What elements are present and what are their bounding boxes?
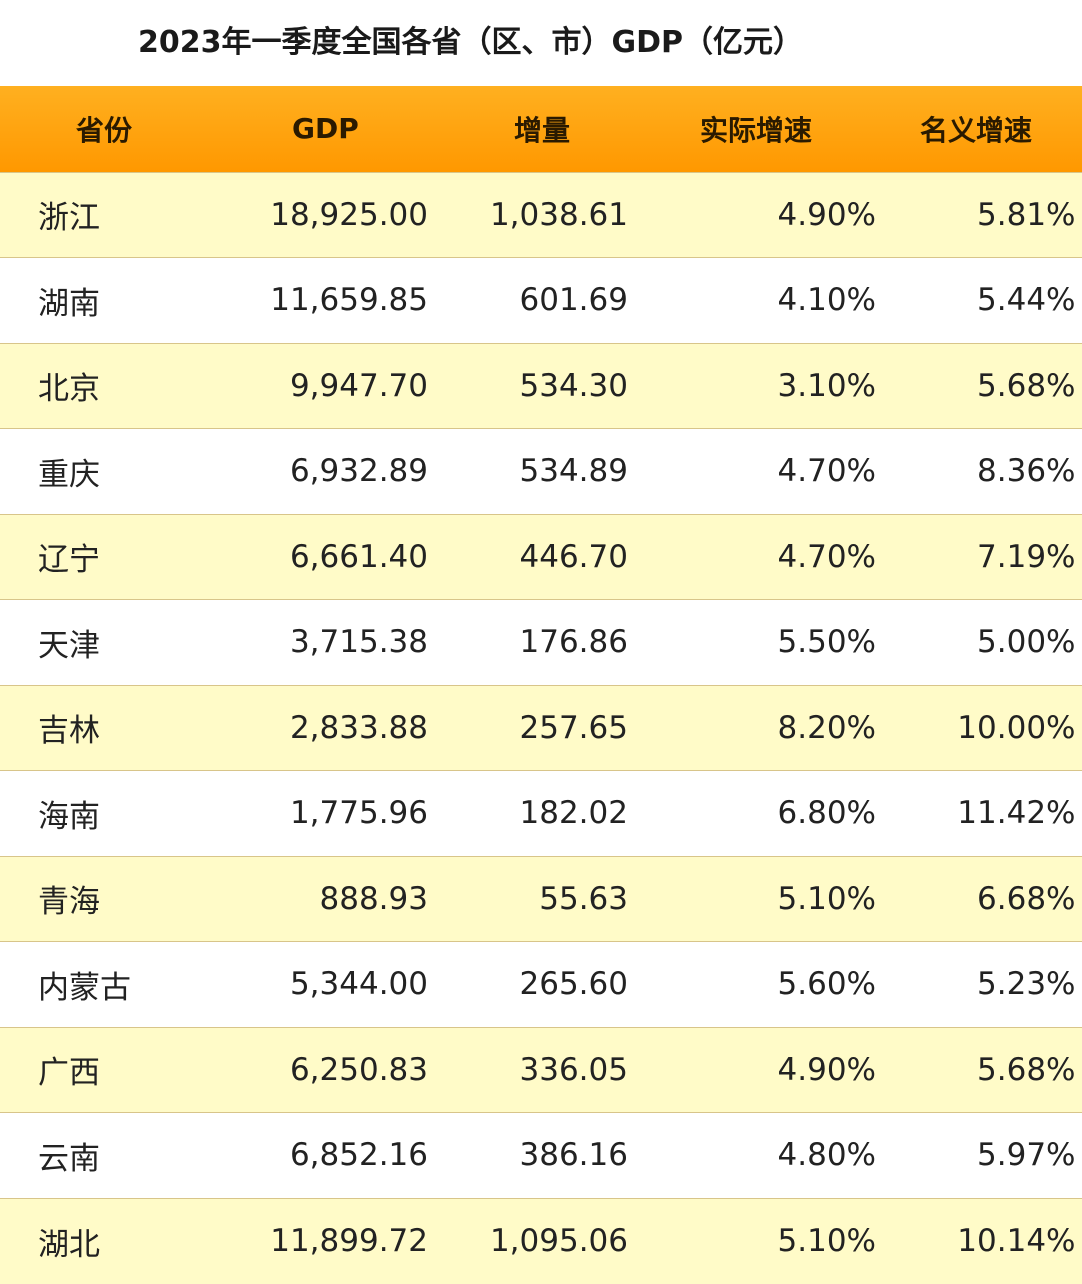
table-row: 辽宁 6,661.40 446.70 4.70% 7.19% [0, 513, 1082, 600]
cell-province: 天津 [0, 599, 200, 685]
cell-gdp: 11,899.72 [200, 1197, 432, 1284]
cell-increase: 1,038.61 [432, 171, 632, 258]
cell-nominal-growth: 10.14% [880, 1197, 1082, 1284]
cell-increase: 182.02 [432, 770, 632, 856]
table-row: 内蒙古 5,344.00 265.60 5.60% 5.23% [0, 941, 1082, 1027]
cell-province: 辽宁 [0, 513, 200, 600]
cell-nominal-growth: 11.42% [880, 770, 1082, 856]
cell-province: 海南 [0, 770, 200, 856]
cell-province: 云南 [0, 1112, 200, 1198]
cell-nominal-growth: 6.68% [880, 855, 1082, 942]
cell-real-growth: 8.20% [632, 684, 880, 771]
cell-increase: 534.89 [432, 428, 632, 514]
table-row: 湖北 11,899.72 1,095.06 5.10% 10.14% [0, 1197, 1082, 1284]
header-real-growth: 实际增速 [700, 113, 813, 147]
cell-province: 吉林 [0, 684, 200, 771]
table-row: 重庆 6,932.89 534.89 4.70% 8.36% [0, 428, 1082, 514]
cell-real-growth: 4.90% [632, 1026, 880, 1113]
cell-province: 内蒙古 [0, 941, 200, 1027]
cell-province: 浙江 [0, 171, 200, 258]
table-row: 浙江 18,925.00 1,038.61 4.90% 5.81% [0, 171, 1082, 258]
cell-gdp: 9,947.70 [200, 342, 432, 429]
cell-gdp: 2,833.88 [200, 684, 432, 771]
cell-real-growth: 5.50% [632, 599, 880, 685]
cell-province: 湖北 [0, 1197, 200, 1284]
cell-increase: 336.05 [432, 1026, 632, 1113]
cell-real-growth: 6.80% [632, 770, 880, 856]
cell-gdp: 18,925.00 [200, 171, 432, 258]
cell-nominal-growth: 8.36% [880, 428, 1082, 514]
cell-real-growth: 4.90% [632, 171, 880, 258]
cell-real-growth: 3.10% [632, 342, 880, 429]
cell-gdp: 888.93 [200, 855, 432, 942]
cell-real-growth: 5.10% [632, 855, 880, 942]
cell-increase: 55.63 [432, 855, 632, 942]
header-nominal-growth: 名义增速 [920, 113, 1033, 147]
cell-nominal-growth: 10.00% [880, 684, 1082, 771]
cell-gdp: 11,659.85 [200, 257, 432, 343]
cell-nominal-growth: 5.81% [880, 171, 1082, 258]
table-row: 吉林 2,833.88 257.65 8.20% 10.00% [0, 684, 1082, 771]
cell-province: 重庆 [0, 428, 200, 514]
cell-increase: 446.70 [432, 513, 632, 600]
cell-nominal-growth: 5.44% [880, 257, 1082, 343]
cell-increase: 386.16 [432, 1112, 632, 1198]
table-row: 天津 3,715.38 176.86 5.50% 5.00% [0, 599, 1082, 685]
cell-increase: 176.86 [432, 599, 632, 685]
cell-real-growth: 5.60% [632, 941, 880, 1027]
cell-nominal-growth: 7.19% [880, 513, 1082, 600]
cell-gdp: 6,250.83 [200, 1026, 432, 1113]
header-province: 省份 [76, 113, 133, 147]
cell-real-growth: 4.10% [632, 257, 880, 343]
cell-real-growth: 4.70% [632, 513, 880, 600]
cell-nominal-growth: 5.00% [880, 599, 1082, 685]
cell-increase: 257.65 [432, 684, 632, 771]
cell-real-growth: 5.10% [632, 1197, 880, 1284]
cell-increase: 534.30 [432, 342, 632, 429]
cell-increase: 265.60 [432, 941, 632, 1027]
cell-increase: 1,095.06 [432, 1197, 632, 1284]
table-row: 云南 6,852.16 386.16 4.80% 5.97% [0, 1112, 1082, 1198]
cell-nominal-growth: 5.23% [880, 941, 1082, 1027]
cell-gdp: 5,344.00 [200, 941, 432, 1027]
cell-gdp: 1,775.96 [200, 770, 432, 856]
header-gdp: GDP [292, 112, 359, 146]
cell-nominal-growth: 5.68% [880, 342, 1082, 429]
table-row: 湖南 11,659.85 601.69 4.10% 5.44% [0, 257, 1082, 343]
table-row: 海南 1,775.96 182.02 6.80% 11.42% [0, 770, 1082, 856]
cell-gdp: 6,932.89 [200, 428, 432, 514]
table-row: 北京 9,947.70 534.30 3.10% 5.68% [0, 342, 1082, 429]
cell-real-growth: 4.70% [632, 428, 880, 514]
cell-province: 湖南 [0, 257, 200, 343]
cell-nominal-growth: 5.97% [880, 1112, 1082, 1198]
cell-province: 广西 [0, 1026, 200, 1113]
cell-increase: 601.69 [432, 257, 632, 343]
table-row: 广西 6,250.83 336.05 4.90% 5.68% [0, 1026, 1082, 1113]
table-row: 青海 888.93 55.63 5.10% 6.68% [0, 855, 1082, 942]
cell-real-growth: 4.80% [632, 1112, 880, 1198]
header-increase: 增量 [514, 113, 571, 147]
gdp-table: 省份 GDP 增量 实际增速 名义增速 浙江 18,925.00 1,038.6… [0, 86, 1082, 1284]
page-title: 2023年一季度全国各省（区、市）GDP（亿元） [138, 25, 804, 60]
cell-province: 北京 [0, 342, 200, 429]
cell-province: 青海 [0, 855, 200, 942]
cell-gdp: 6,661.40 [200, 513, 432, 600]
cell-gdp: 3,715.38 [200, 599, 432, 685]
cell-nominal-growth: 5.68% [880, 1026, 1082, 1113]
cell-gdp: 6,852.16 [200, 1112, 432, 1198]
table-header-row: 省份 GDP 增量 实际增速 名义增速 [0, 86, 1082, 172]
